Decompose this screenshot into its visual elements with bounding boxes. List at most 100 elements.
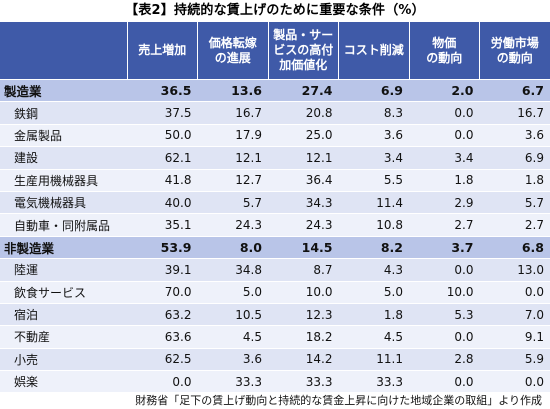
header-corner bbox=[0, 22, 128, 80]
table-cell: 34.8 bbox=[197, 258, 268, 282]
table-cell: 5.0 bbox=[197, 280, 268, 304]
table-cell: 6.9 bbox=[479, 146, 550, 170]
table-cell: 62.1 bbox=[127, 146, 198, 170]
table-cell: 41.8 bbox=[127, 168, 198, 192]
column-header: 物価 の動向 bbox=[408, 22, 480, 80]
table-cell: 0.0 bbox=[409, 370, 480, 394]
table-cell: 3.7 bbox=[409, 235, 480, 260]
table-cell: 2.9 bbox=[409, 190, 480, 215]
table-cell: 33.3 bbox=[268, 370, 339, 394]
column-header: コスト削減 bbox=[338, 22, 410, 80]
table-cell: 0.0 bbox=[409, 101, 480, 125]
table-cell: 1.8 bbox=[479, 168, 550, 192]
table-cell: 70.0 bbox=[127, 280, 198, 304]
column-header: 製品・サー ビスの高付 加価値化 bbox=[267, 22, 339, 80]
table-cell: 9.1 bbox=[479, 325, 550, 349]
table-body: 製造業 36.5 13.6 27.4 6.9 2.0 6.7 鉄鋼 37.5 16.7 20.8 8.… bbox=[0, 78, 550, 394]
table-cell: 53.9 bbox=[127, 235, 198, 260]
table-cell: 12.1 bbox=[197, 146, 268, 170]
row-label: 娯楽 bbox=[0, 370, 127, 394]
sector-row: 製造業 36.5 13.6 27.4 6.9 2.0 6.7 bbox=[0, 78, 550, 103]
table-cell: 63.2 bbox=[127, 302, 198, 327]
table-cell: 12.3 bbox=[268, 302, 339, 327]
table-cell: 10.0 bbox=[268, 280, 339, 304]
table-cell: 8.3 bbox=[338, 101, 409, 125]
row-label: 製造業 bbox=[0, 78, 127, 103]
table-cell: 5.7 bbox=[197, 190, 268, 215]
table-row: 飲食サービス 70.0 5.0 10.0 5.0 10.0 0.0 bbox=[0, 280, 550, 304]
table-cell: 5.7 bbox=[479, 190, 550, 215]
table-cell: 27.4 bbox=[268, 78, 339, 103]
table-cell: 37.5 bbox=[127, 101, 198, 125]
table-cell: 0.0 bbox=[479, 370, 550, 394]
row-label: 自動車・同附属品 bbox=[0, 213, 127, 237]
column-header: 価格転嫁 の進展 bbox=[197, 22, 269, 80]
table-cell: 3.4 bbox=[409, 146, 480, 170]
table-row: 陸運 39.1 34.8 8.7 4.3 0.0 13.0 bbox=[0, 258, 550, 282]
table-cell: 3.6 bbox=[197, 347, 268, 372]
table-row: 建設 62.1 12.1 12.1 3.4 3.4 6.9 bbox=[0, 146, 550, 170]
table-cell: 50.0 bbox=[127, 123, 198, 148]
table-cell: 13.0 bbox=[479, 258, 550, 282]
table-cell: 33.3 bbox=[338, 370, 409, 394]
source-note: 財務省「足下の賃上げ動向と持続的な賃金上昇に向けた地域企業の取組」より作成 bbox=[135, 394, 542, 408]
column-header: 労働市場 の動向 bbox=[479, 22, 550, 80]
table-cell: 3.6 bbox=[338, 123, 409, 148]
table-cell: 13.6 bbox=[197, 78, 268, 103]
table-row: 生産用機械器具 41.8 12.7 36.4 5.5 1.8 1.8 bbox=[0, 168, 550, 192]
table-cell: 3.6 bbox=[479, 123, 550, 148]
table-cell: 0.0 bbox=[409, 123, 480, 148]
table-row: 鉄鋼 37.5 16.7 20.8 8.3 0.0 16.7 bbox=[0, 101, 550, 125]
table-row: 宿泊 63.2 10.5 12.3 1.8 5.3 7.0 bbox=[0, 302, 550, 327]
row-label: 小売 bbox=[0, 347, 127, 372]
row-label: 鉄鋼 bbox=[0, 101, 127, 125]
table-cell: 0.0 bbox=[409, 325, 480, 349]
table-cell: 8.7 bbox=[268, 258, 339, 282]
table-cell: 36.4 bbox=[268, 168, 339, 192]
table-cell: 12.7 bbox=[197, 168, 268, 192]
row-label: 宿泊 bbox=[0, 302, 127, 327]
table-cell: 36.5 bbox=[127, 78, 198, 103]
table-cell: 5.5 bbox=[338, 168, 409, 192]
header-row: 売上増加 価格転嫁 の進展 製品・サー ビスの高付 加価値化 コスト削減 物価 の動向 … bbox=[0, 22, 550, 80]
table-row: 娯楽 0.0 33.3 33.3 33.3 0.0 0.0 bbox=[0, 370, 550, 394]
table-cell: 16.7 bbox=[197, 101, 268, 125]
table-cell: 8.0 bbox=[197, 235, 268, 260]
table-cell: 0.0 bbox=[409, 258, 480, 282]
row-label: 不動産 bbox=[0, 325, 127, 349]
row-label: 電気機械器具 bbox=[0, 190, 127, 215]
table-cell: 39.1 bbox=[127, 258, 198, 282]
row-label: 生産用機械器具 bbox=[0, 168, 127, 192]
table-cell: 62.5 bbox=[127, 347, 198, 372]
table-cell: 6.7 bbox=[479, 78, 550, 103]
table-cell: 11.4 bbox=[338, 190, 409, 215]
table-cell: 2.7 bbox=[409, 213, 480, 237]
table-cell: 6.8 bbox=[479, 235, 550, 260]
row-label: 陸運 bbox=[0, 258, 127, 282]
table-row: 電気機械器具 40.0 5.7 34.3 11.4 2.9 5.7 bbox=[0, 190, 550, 215]
table-cell: 0.0 bbox=[127, 370, 198, 394]
wage-conditions-table: 売上増加 価格転嫁 の進展 製品・サー ビスの高付 加価値化 コスト削減 物価 の動向 … bbox=[0, 22, 550, 394]
table-cell: 24.3 bbox=[268, 213, 339, 237]
table-cell: 2.8 bbox=[409, 347, 480, 372]
table-cell: 5.9 bbox=[479, 347, 550, 372]
row-label: 建設 bbox=[0, 146, 127, 170]
table-cell: 0.0 bbox=[479, 280, 550, 304]
table-cell: 14.2 bbox=[268, 347, 339, 372]
table-cell: 10.8 bbox=[338, 213, 409, 237]
table-row: 自動車・同附属品 35.1 24.3 24.3 10.8 2.7 2.7 bbox=[0, 213, 550, 237]
table-cell: 7.0 bbox=[479, 302, 550, 327]
table-cell: 14.5 bbox=[268, 235, 339, 260]
table-cell: 34.3 bbox=[268, 190, 339, 215]
table-title: 【表2】持続的な賃上げのために重要な条件（%） bbox=[125, 3, 425, 18]
column-header: 売上増加 bbox=[126, 22, 198, 80]
table-cell: 5.3 bbox=[409, 302, 480, 327]
table-cell: 2.0 bbox=[409, 78, 480, 103]
table-cell: 24.3 bbox=[197, 213, 268, 237]
table-row: 小売 62.5 3.6 14.2 11.1 2.8 5.9 bbox=[0, 347, 550, 372]
table-cell: 20.8 bbox=[268, 101, 339, 125]
row-label: 非製造業 bbox=[0, 235, 127, 260]
table-cell: 33.3 bbox=[197, 370, 268, 394]
table-cell: 10.5 bbox=[197, 302, 268, 327]
table-cell: 25.0 bbox=[268, 123, 339, 148]
